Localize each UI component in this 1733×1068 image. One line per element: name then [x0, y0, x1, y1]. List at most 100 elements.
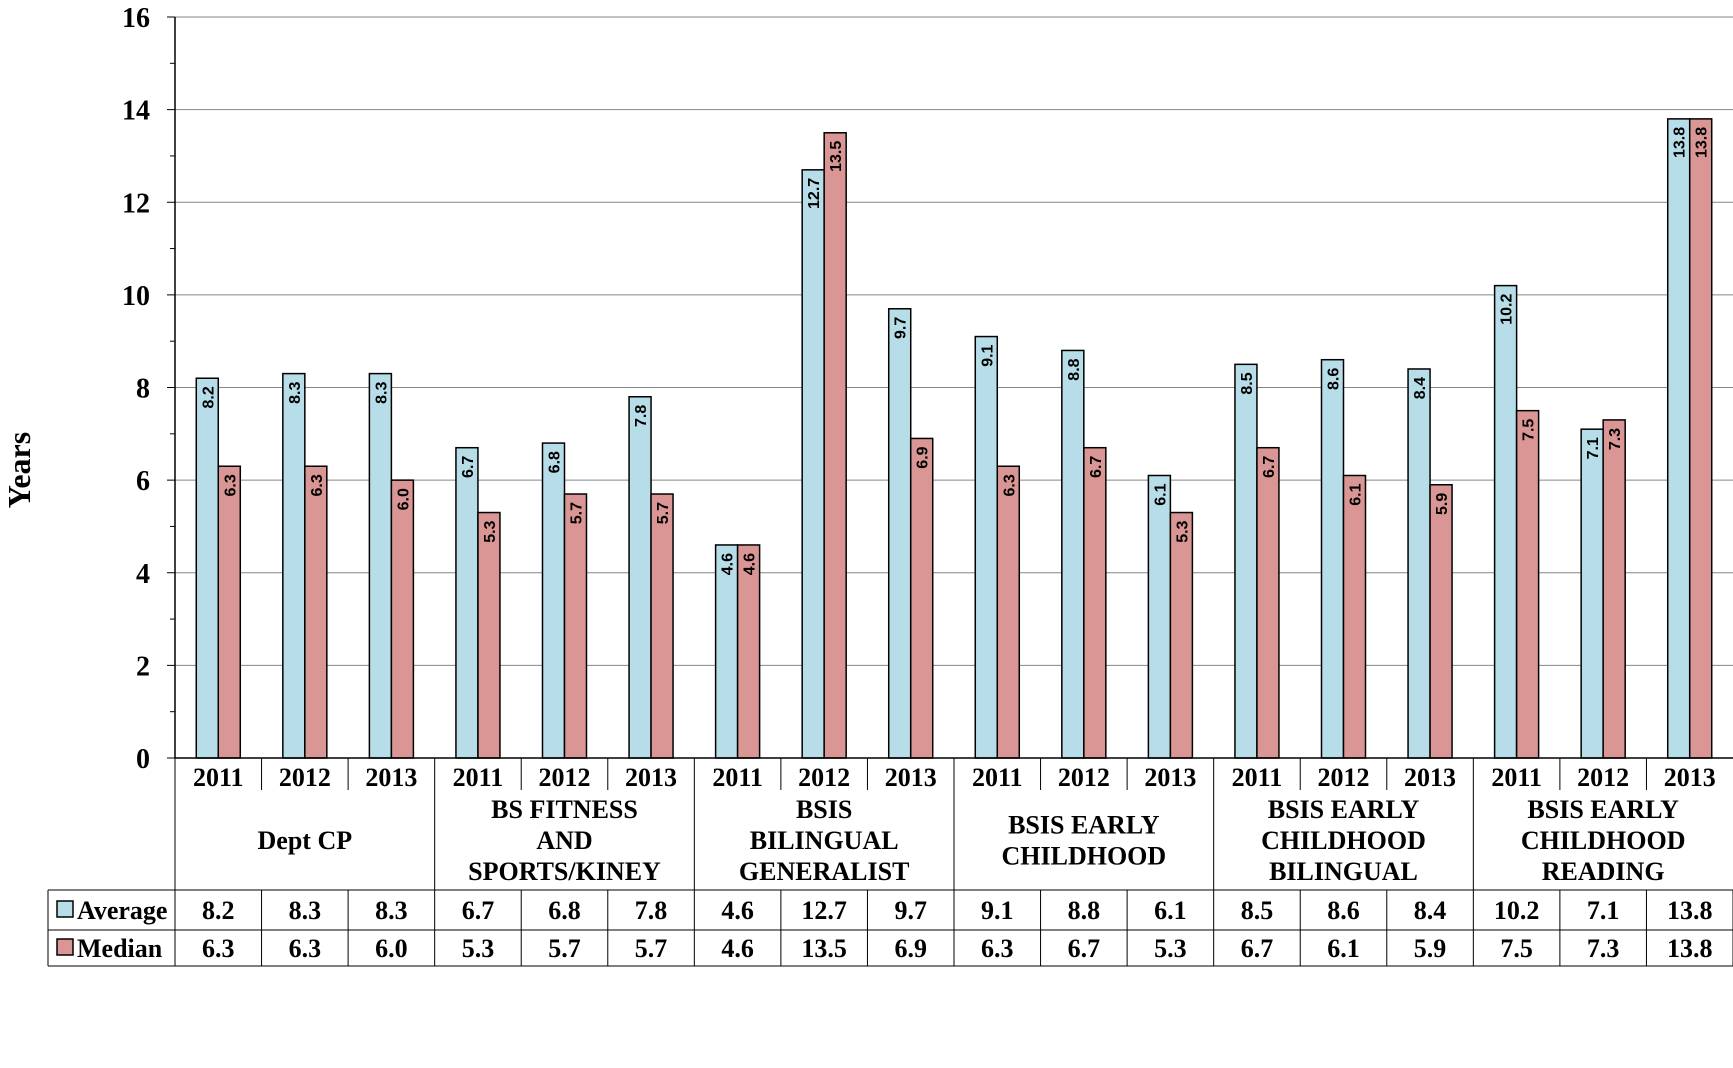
bar-average [1666, 118, 1691, 759]
table-cell: 7.3 [1587, 934, 1620, 963]
table-cell: 6.3 [981, 934, 1014, 963]
bar-average [1147, 474, 1172, 759]
x-category-label: 2013 [1664, 763, 1716, 792]
table-cell: 13.5 [801, 934, 847, 963]
bar-median [1515, 409, 1540, 759]
group-label: BILINGUAL [750, 826, 899, 855]
table-cell: 8.5 [1241, 896, 1274, 925]
bar-median [736, 544, 761, 759]
table-cell: 9.1 [981, 896, 1014, 925]
x-category-label: 2013 [625, 763, 677, 792]
bar-average [541, 442, 566, 759]
x-category-label: 2012 [1318, 763, 1370, 792]
table-cell: 6.0 [375, 934, 408, 963]
data-label: 8.2 [200, 386, 217, 408]
y-tick-label: 4 [136, 559, 150, 590]
table-cell: 7.1 [1587, 896, 1620, 925]
table-cell: 8.6 [1327, 896, 1360, 925]
bar-average [282, 372, 306, 759]
x-category-label: 2012 [279, 763, 331, 792]
y-tick-label: 12 [122, 188, 150, 219]
data-label: 6.1 [1152, 483, 1169, 505]
data-label: 5.7 [569, 502, 586, 524]
table-cell: 12.7 [801, 896, 847, 925]
data-label: 8.6 [1326, 368, 1343, 390]
data-label: 6.7 [1261, 456, 1278, 478]
group-label: AND [536, 826, 592, 855]
data-label: 8.3 [287, 382, 304, 404]
bar-median [1342, 474, 1367, 759]
table-cell: 4.6 [721, 896, 754, 925]
x-category-label: 2013 [1144, 763, 1196, 792]
data-label: 7.3 [1607, 428, 1624, 450]
table-cell: 8.3 [289, 896, 322, 925]
data-label: 5.3 [482, 520, 499, 542]
data-label: 7.1 [1585, 437, 1602, 459]
data-label: 6.0 [395, 488, 412, 510]
data-label: 4.6 [720, 553, 737, 575]
bar-median [1083, 446, 1107, 759]
group-label: BILINGUAL [1269, 857, 1418, 886]
data-label: 13.8 [1694, 127, 1711, 158]
bar-average [1234, 363, 1258, 759]
y-tick-label: 14 [122, 96, 150, 127]
table-cell: 5.3 [462, 934, 495, 963]
bar-median [1169, 511, 1194, 759]
bar-median [217, 465, 242, 759]
y-tick-label: 0 [136, 744, 150, 775]
group-label: CHILDHOOD [1521, 826, 1686, 855]
table-cell: 10.2 [1494, 896, 1540, 925]
group-label: GENERALIST [739, 857, 910, 886]
table-cell: 6.8 [548, 896, 581, 925]
data-label: 13.8 [1672, 127, 1689, 158]
bar-average [1407, 368, 1431, 759]
legend-label: Average [77, 896, 167, 925]
table-cell: 13.8 [1667, 896, 1713, 925]
bar-median [390, 479, 415, 759]
group-label: BSIS EARLY [1008, 811, 1160, 840]
bar-median [1256, 446, 1280, 759]
bar-average [455, 446, 479, 759]
bar-average [195, 377, 220, 759]
group-label: SPORTS/KINEY [468, 857, 661, 886]
bar-average [974, 335, 999, 759]
data-label: 6.7 [1088, 456, 1105, 478]
y-tick-label: 2 [136, 651, 150, 682]
data-label: 8.3 [373, 382, 390, 404]
x-category-label: 2011 [972, 763, 1023, 792]
table-cell: 6.7 [462, 896, 495, 925]
data-label: 4.6 [742, 553, 759, 575]
x-category-label: 2012 [1058, 763, 1110, 792]
bar-median [477, 511, 501, 759]
bar-average [1320, 358, 1345, 759]
bar-average [1061, 349, 1085, 759]
bar-average [801, 169, 825, 759]
table-cell: 4.6 [721, 934, 754, 963]
data-label: 7.8 [633, 405, 650, 427]
group-label: BSIS [796, 795, 852, 824]
table-cell: 6.3 [289, 934, 322, 963]
data-label: 5.9 [1434, 493, 1451, 515]
table-cell: 8.8 [1068, 896, 1101, 925]
legend-key-median [56, 938, 74, 956]
bar-average [887, 308, 912, 759]
y-tick-label: 8 [136, 374, 150, 405]
table-cell: 7.8 [635, 896, 668, 925]
group-label: CHILDHOOD [1001, 842, 1166, 871]
data-label: 6.7 [460, 456, 477, 478]
data-label: 8.5 [1239, 372, 1256, 394]
table-cell: 13.8 [1667, 934, 1713, 963]
data-label: 12.7 [806, 178, 823, 209]
table-cell: 5.7 [548, 934, 581, 963]
x-category-label: 2011 [712, 763, 763, 792]
table-cell: 6.9 [894, 934, 927, 963]
data-label: 13.5 [828, 141, 845, 172]
data-label: 6.3 [1001, 474, 1018, 496]
x-category-label: 2013 [365, 763, 417, 792]
x-category-label: 2013 [1404, 763, 1456, 792]
group-label: BS FITNESS [491, 795, 638, 824]
bar-median [909, 437, 934, 759]
table-cell: 8.3 [375, 896, 408, 925]
table-cell: 6.7 [1068, 934, 1101, 963]
bar-median [823, 132, 847, 759]
